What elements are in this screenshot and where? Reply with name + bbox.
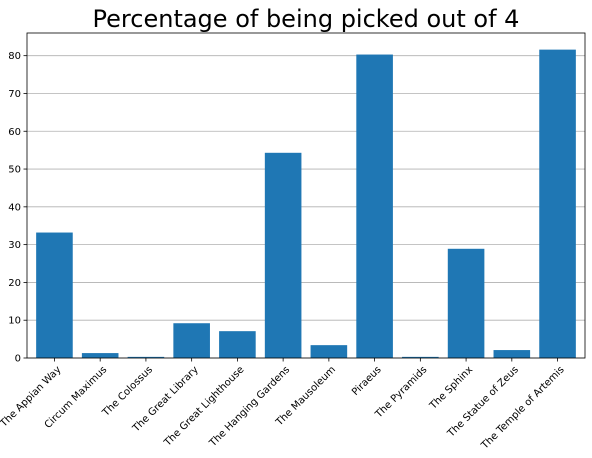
bar <box>539 49 576 359</box>
bars <box>36 49 576 359</box>
plot-frame <box>26 32 586 359</box>
bar <box>36 232 73 358</box>
x-tick-label: The Great Lighthouse <box>162 364 247 449</box>
bar <box>81 353 119 358</box>
bar <box>356 54 393 358</box>
y-tick-label: 40 <box>8 202 21 213</box>
chart-title: Percentage of being picked out of 4 <box>93 5 520 33</box>
y-axis-ticks: 0 10 20 30 40 50 60 70 80 <box>8 51 27 365</box>
x-tick-label: The Sphinx <box>427 364 475 412</box>
y-tick-label: 10 <box>8 316 21 327</box>
gridlines <box>27 55 585 359</box>
y-tick-label: 60 <box>8 127 21 138</box>
y-tick-label: 80 <box>8 51 21 62</box>
y-tick-label: 20 <box>8 278 21 289</box>
bar <box>219 331 256 358</box>
bar <box>447 248 485 358</box>
y-tick-label: 0 <box>15 354 21 365</box>
x-tick-label: The Temple of Artemis <box>479 364 567 452</box>
bar <box>493 350 531 358</box>
bar <box>127 356 165 358</box>
x-tick-label: Piraeus <box>350 364 384 398</box>
y-tick-label: 70 <box>8 89 21 100</box>
y-tick-label: 30 <box>8 240 21 251</box>
bar <box>402 356 439 358</box>
y-tick-label: 50 <box>8 165 21 176</box>
bar <box>264 152 302 358</box>
axes <box>26 32 586 359</box>
bar <box>310 345 348 358</box>
x-tick-label: The Hanging Gardens <box>207 364 292 449</box>
bar <box>173 323 210 358</box>
